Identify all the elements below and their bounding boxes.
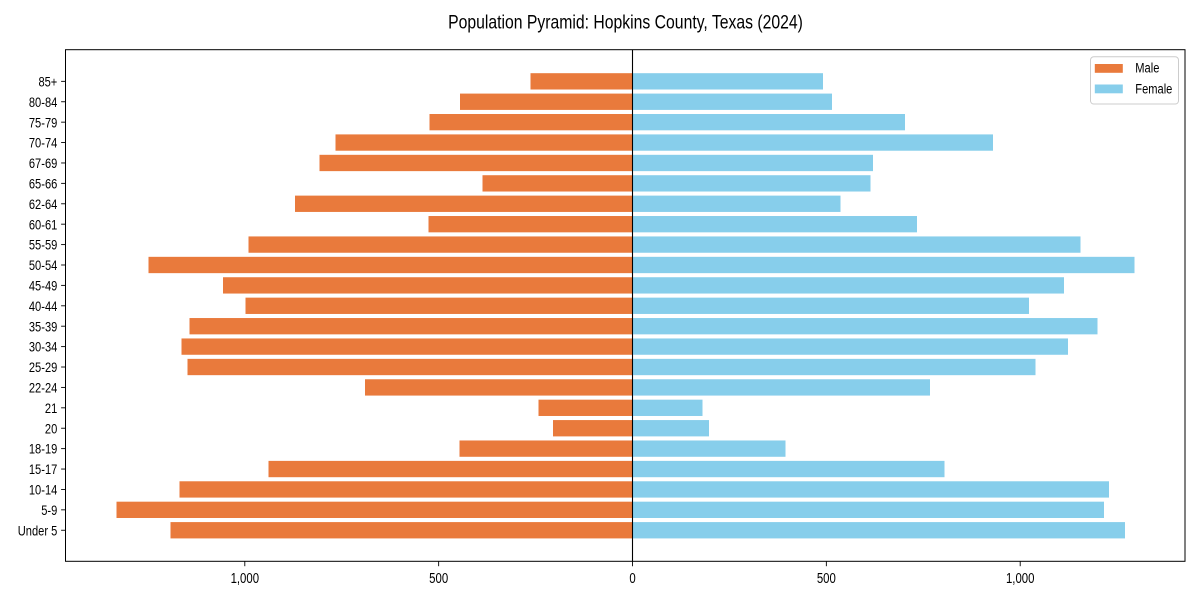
svg-text:60-61: 60-61: [29, 217, 57, 232]
svg-text:30-34: 30-34: [29, 340, 57, 355]
svg-text:45-49: 45-49: [29, 278, 57, 293]
svg-text:70-74: 70-74: [29, 136, 57, 151]
svg-text:18-19: 18-19: [29, 442, 57, 457]
svg-text:1,000: 1,000: [231, 569, 259, 586]
svg-text:Male: Male: [1135, 60, 1159, 75]
svg-text:75-79: 75-79: [29, 115, 57, 130]
svg-text:500: 500: [817, 569, 836, 586]
svg-text:65-66: 65-66: [29, 176, 57, 191]
svg-text:40-44: 40-44: [29, 299, 57, 314]
svg-text:1,000: 1,000: [1006, 569, 1034, 586]
svg-text:80-84: 80-84: [29, 95, 57, 110]
svg-text:85+: 85+: [38, 74, 57, 89]
svg-text:22-24: 22-24: [29, 380, 57, 395]
svg-text:5-9: 5-9: [41, 503, 57, 518]
svg-text:15-17: 15-17: [29, 462, 57, 477]
svg-text:20: 20: [45, 421, 57, 436]
svg-text:0: 0: [629, 569, 635, 586]
svg-text:25-29: 25-29: [29, 360, 57, 375]
svg-text:55-59: 55-59: [29, 238, 57, 253]
svg-text:10-14: 10-14: [29, 482, 57, 497]
svg-text:Female: Female: [1135, 81, 1172, 96]
svg-text:50-54: 50-54: [29, 258, 57, 273]
svg-text:62-64: 62-64: [29, 197, 57, 212]
svg-text:35-39: 35-39: [29, 319, 57, 334]
svg-text:Population Pyramid: Hopkins Co: Population Pyramid: Hopkins County, Texa…: [448, 11, 803, 33]
svg-text:21: 21: [45, 401, 57, 416]
svg-text:500: 500: [429, 569, 448, 586]
svg-text:67-69: 67-69: [29, 156, 57, 171]
svg-text:Under 5: Under 5: [18, 523, 58, 538]
